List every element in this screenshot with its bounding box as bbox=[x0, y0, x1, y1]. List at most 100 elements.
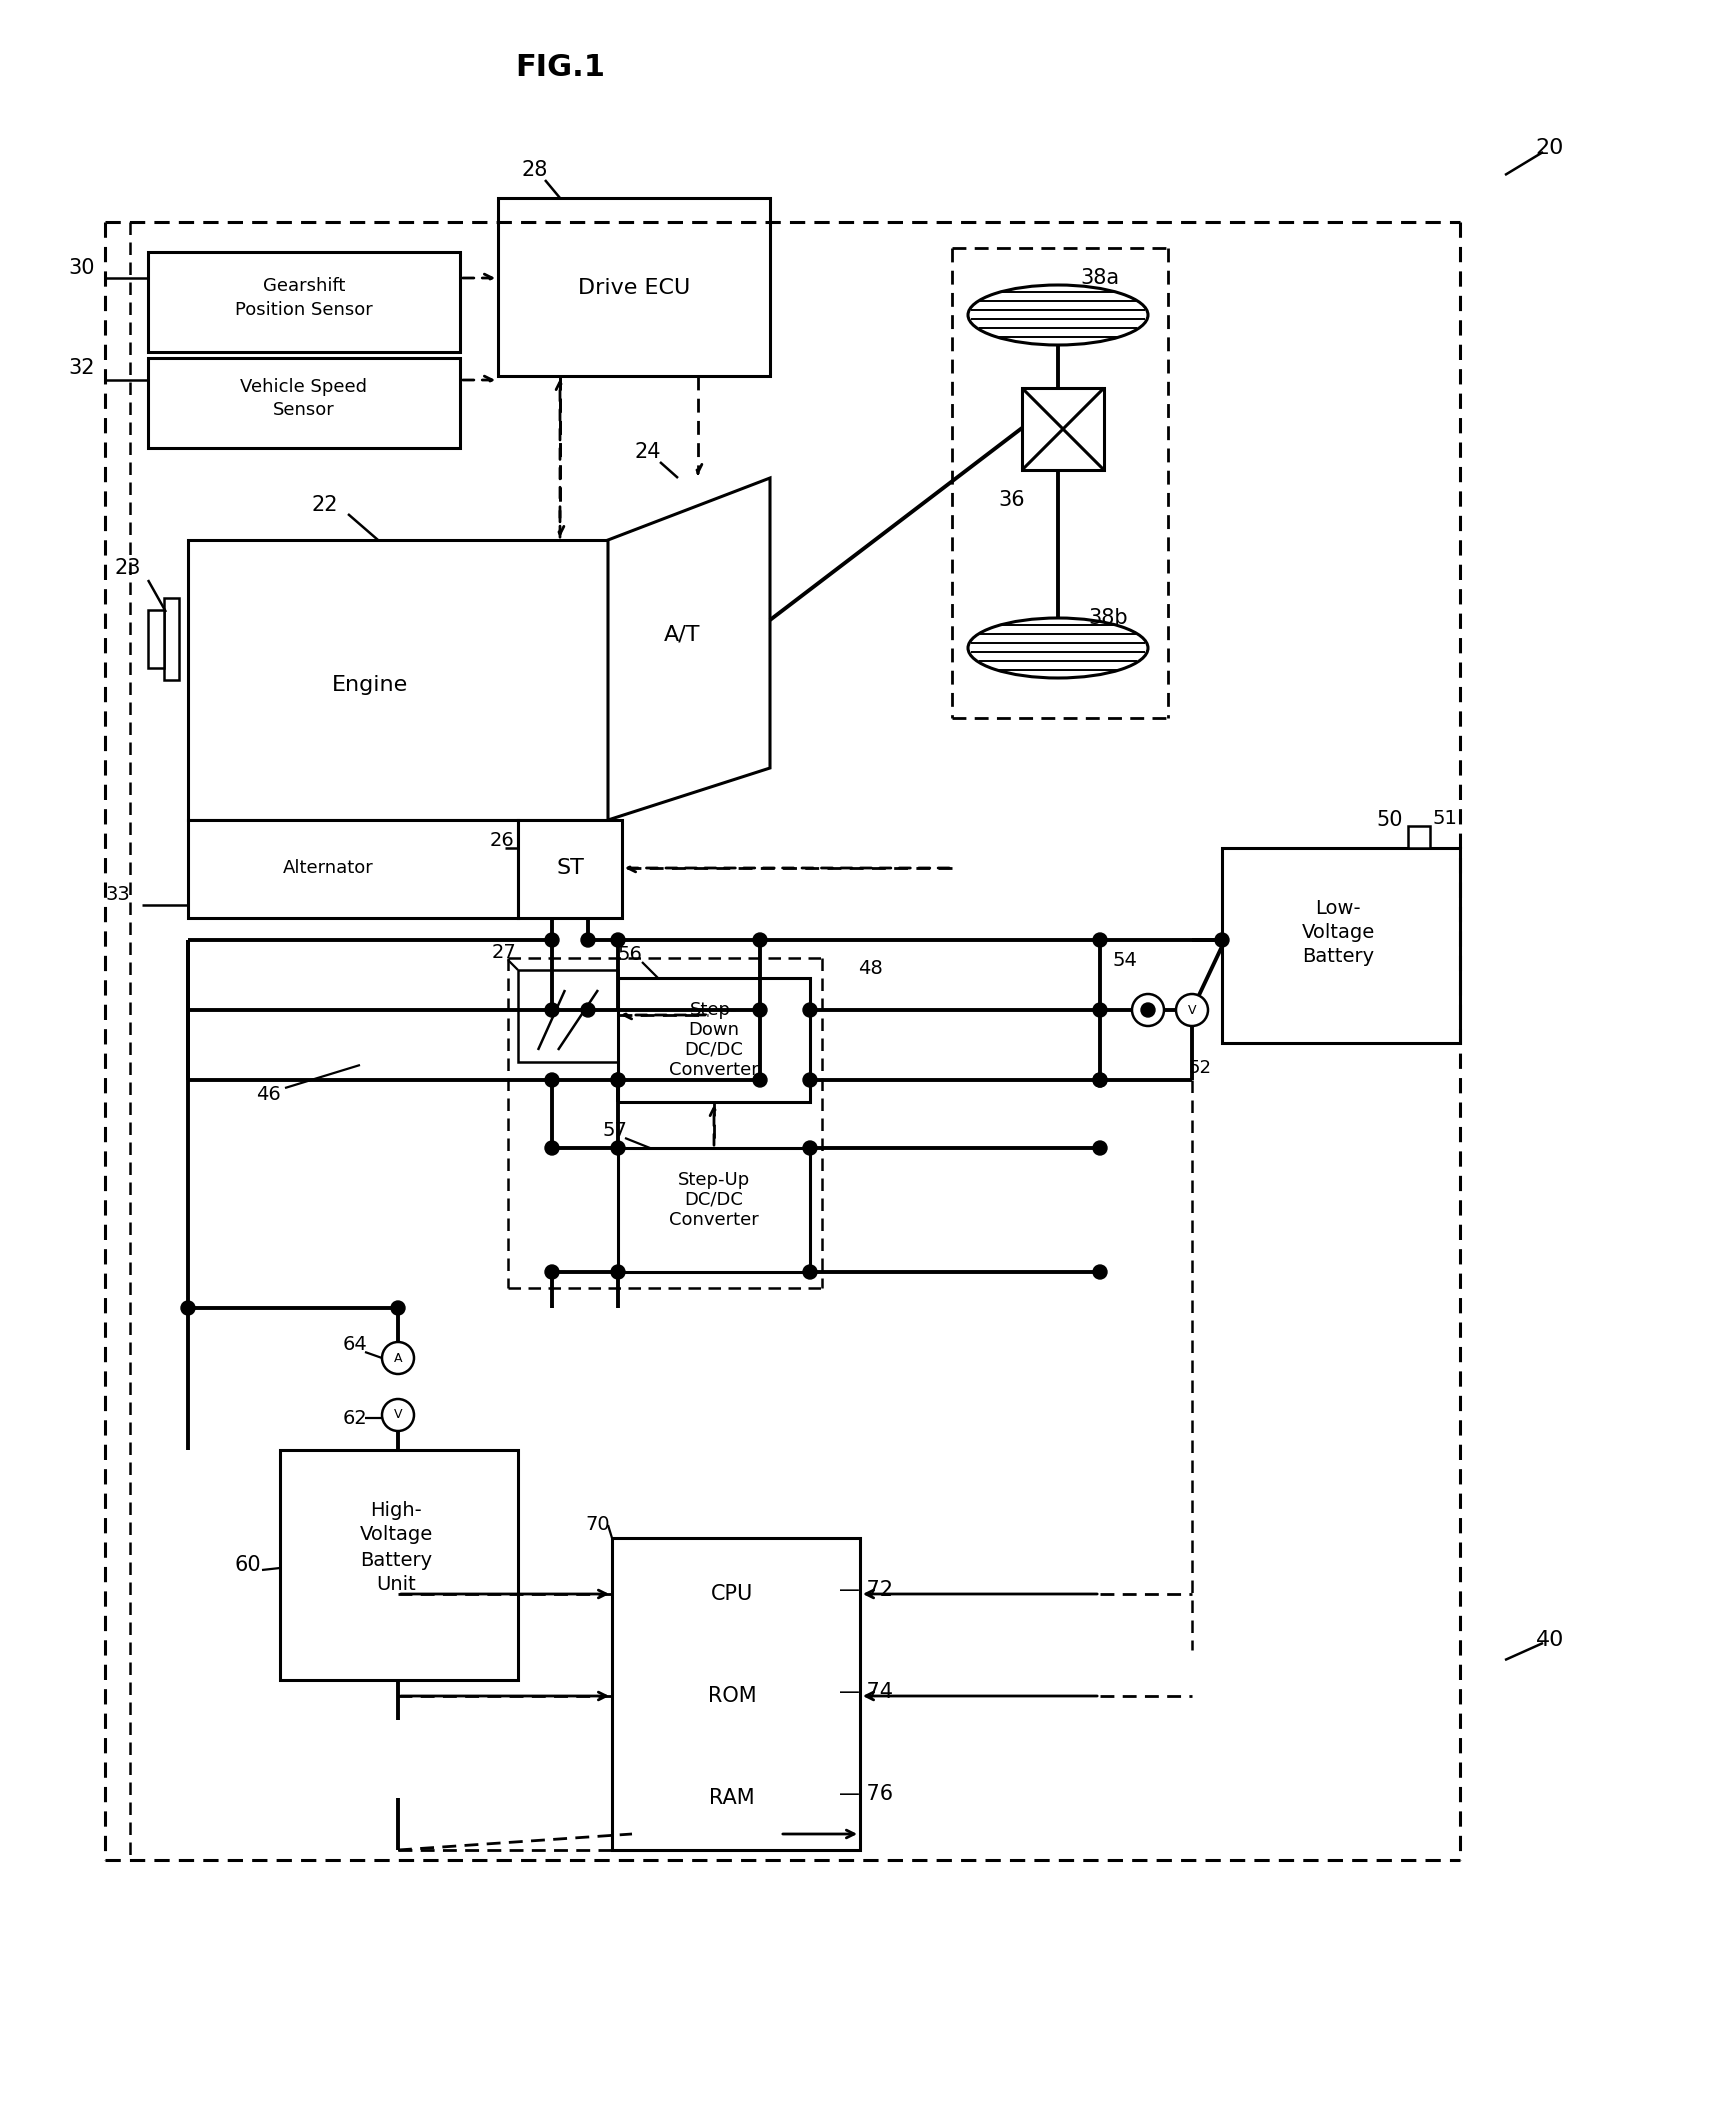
Text: A: A bbox=[1144, 1004, 1153, 1017]
Text: A/T: A/T bbox=[664, 625, 700, 644]
Text: 26: 26 bbox=[489, 831, 515, 850]
Text: — 74: — 74 bbox=[840, 1682, 893, 1702]
Text: Battery: Battery bbox=[1301, 947, 1374, 966]
Circle shape bbox=[753, 1072, 767, 1087]
Circle shape bbox=[1094, 1072, 1108, 1087]
Circle shape bbox=[804, 1072, 817, 1087]
Text: Sensor: Sensor bbox=[273, 400, 335, 420]
Text: Alternator: Alternator bbox=[283, 858, 373, 877]
Circle shape bbox=[544, 1140, 558, 1155]
Bar bbox=[619, 979, 810, 1102]
Text: 46: 46 bbox=[256, 1085, 280, 1104]
Text: 48: 48 bbox=[857, 958, 883, 977]
Circle shape bbox=[1094, 1072, 1108, 1087]
Circle shape bbox=[804, 1265, 817, 1280]
Circle shape bbox=[612, 1265, 626, 1280]
Text: Position Sensor: Position Sensor bbox=[235, 301, 373, 320]
Bar bbox=[612, 1538, 861, 1850]
Text: RAM: RAM bbox=[708, 1788, 755, 1808]
Bar bbox=[1222, 848, 1460, 1043]
Circle shape bbox=[1094, 932, 1108, 947]
Text: 64: 64 bbox=[342, 1335, 368, 1354]
Circle shape bbox=[1094, 1140, 1108, 1155]
Text: 40: 40 bbox=[1536, 1630, 1564, 1651]
Text: Unit: Unit bbox=[377, 1577, 416, 1593]
Text: 32: 32 bbox=[69, 358, 95, 377]
Bar bbox=[149, 252, 460, 352]
Circle shape bbox=[612, 1072, 626, 1087]
Circle shape bbox=[544, 1002, 558, 1017]
Bar bbox=[1021, 388, 1104, 470]
Circle shape bbox=[612, 932, 626, 947]
Text: — 72: — 72 bbox=[840, 1581, 893, 1600]
Text: 38b: 38b bbox=[1089, 608, 1128, 627]
Text: 38a: 38a bbox=[1080, 267, 1120, 288]
Text: — 76: — 76 bbox=[838, 1784, 893, 1803]
Circle shape bbox=[544, 1072, 558, 1087]
Bar bbox=[619, 1148, 810, 1271]
Circle shape bbox=[581, 932, 594, 947]
Text: 27: 27 bbox=[492, 943, 517, 962]
Text: Gearshift: Gearshift bbox=[263, 278, 346, 295]
Text: CPU: CPU bbox=[710, 1585, 753, 1604]
Circle shape bbox=[544, 1265, 558, 1280]
Text: DC/DC: DC/DC bbox=[684, 1040, 743, 1060]
Text: 23: 23 bbox=[114, 557, 142, 578]
Text: 70: 70 bbox=[586, 1515, 610, 1534]
Circle shape bbox=[382, 1341, 415, 1373]
Text: 60: 60 bbox=[235, 1555, 261, 1574]
Text: 51: 51 bbox=[1433, 809, 1457, 829]
Text: 36: 36 bbox=[999, 489, 1025, 511]
Circle shape bbox=[391, 1301, 404, 1316]
Text: 20: 20 bbox=[1536, 138, 1564, 159]
Bar bbox=[188, 820, 518, 918]
Circle shape bbox=[612, 1072, 626, 1087]
Text: 30: 30 bbox=[69, 259, 95, 278]
Circle shape bbox=[1094, 1265, 1108, 1280]
Circle shape bbox=[544, 932, 558, 947]
Bar bbox=[498, 197, 771, 375]
Text: Voltage: Voltage bbox=[1301, 922, 1375, 941]
Text: Drive ECU: Drive ECU bbox=[577, 278, 689, 299]
Text: Engine: Engine bbox=[332, 676, 408, 695]
Circle shape bbox=[804, 1002, 817, 1017]
Ellipse shape bbox=[968, 619, 1147, 678]
Circle shape bbox=[181, 1301, 195, 1316]
Text: 33: 33 bbox=[105, 886, 130, 905]
Bar bbox=[149, 610, 164, 667]
Text: V: V bbox=[394, 1409, 403, 1422]
Text: Down: Down bbox=[688, 1021, 740, 1038]
Circle shape bbox=[753, 932, 767, 947]
Bar bbox=[632, 1763, 829, 1835]
Text: 57: 57 bbox=[603, 1121, 627, 1140]
Text: Step-: Step- bbox=[689, 1000, 738, 1019]
Text: Converter: Converter bbox=[669, 1210, 759, 1229]
Bar bbox=[164, 598, 180, 680]
Text: ST: ST bbox=[556, 858, 584, 877]
Bar bbox=[149, 358, 460, 447]
Circle shape bbox=[1177, 994, 1208, 1026]
Text: 22: 22 bbox=[311, 496, 339, 515]
Text: Low-: Low- bbox=[1315, 898, 1362, 918]
Text: 52: 52 bbox=[1189, 1060, 1211, 1076]
Circle shape bbox=[581, 1002, 594, 1017]
Circle shape bbox=[1215, 932, 1229, 947]
Bar bbox=[518, 971, 619, 1062]
Text: 50: 50 bbox=[1377, 809, 1403, 831]
Circle shape bbox=[1140, 1002, 1154, 1017]
Text: 62: 62 bbox=[342, 1409, 368, 1428]
Text: 56: 56 bbox=[617, 945, 643, 964]
Bar bbox=[188, 540, 608, 820]
Text: 24: 24 bbox=[634, 443, 662, 462]
Text: High-: High- bbox=[370, 1500, 422, 1519]
Text: FIG.1: FIG.1 bbox=[515, 53, 605, 83]
Bar bbox=[632, 1659, 829, 1731]
Text: 54: 54 bbox=[1113, 951, 1137, 971]
Text: Battery: Battery bbox=[359, 1551, 432, 1570]
Circle shape bbox=[1132, 994, 1165, 1026]
Bar bbox=[1408, 826, 1431, 848]
Circle shape bbox=[753, 1002, 767, 1017]
Text: Vehicle Speed: Vehicle Speed bbox=[240, 377, 368, 396]
Circle shape bbox=[804, 1140, 817, 1155]
Circle shape bbox=[382, 1399, 415, 1430]
